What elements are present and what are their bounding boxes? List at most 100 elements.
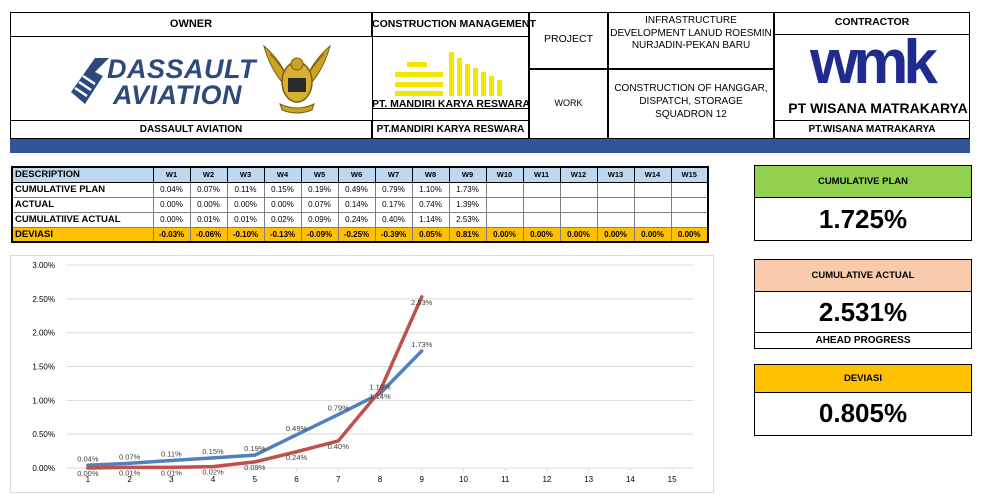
kpi-actual-value: 2.531% xyxy=(818,296,908,327)
table-cell: 2.53% xyxy=(448,211,487,228)
table-cell xyxy=(522,181,561,198)
data-label: 0.00% xyxy=(77,469,99,478)
table-cell: 0.17% xyxy=(374,196,413,213)
y-tick-label: 2.00% xyxy=(32,329,55,338)
table-cell: 0.00% xyxy=(152,211,191,228)
x-tick-label: 5 xyxy=(253,475,258,484)
table-cell: 0.00% xyxy=(189,196,228,213)
kpi-cumulative-plan: CUMULATIVE PLAN 1.725% xyxy=(754,165,972,241)
cm-name-cell xyxy=(372,120,529,139)
table-cell xyxy=(670,181,709,198)
table-cell: -0.25% xyxy=(337,226,376,243)
table-cell: -0.39% xyxy=(374,226,413,243)
kpi-cumulative-actual: CUMULATIVE ACTUAL 2.531% AHEAD PROGRESS xyxy=(754,259,972,349)
contractor-logo-text: PT WISANA MATRAKARYA xyxy=(788,100,968,116)
table-cell: 0.07% xyxy=(189,181,228,198)
work-label-cell xyxy=(529,69,608,139)
contractor-logo-mark: wmk xyxy=(810,28,938,97)
table-cell: 0.19% xyxy=(300,181,339,198)
table-cell: 0.49% xyxy=(337,181,376,198)
table-cell xyxy=(633,181,672,198)
cm-label: CONSTRUCTION MANAGEMENT xyxy=(372,18,536,30)
week-header: W1 xyxy=(152,166,191,183)
kpi-actual-note: AHEAD PROGRESS xyxy=(755,332,971,347)
x-tick-label: 14 xyxy=(626,475,635,484)
table-cell: 0.00% xyxy=(522,226,561,243)
table-cell: 0.81% xyxy=(448,226,487,243)
data-label: 2.53% xyxy=(411,298,433,307)
table-cell: -0.10% xyxy=(226,226,265,243)
week-header: W5 xyxy=(300,166,339,183)
table-cell: 0.00% xyxy=(633,226,672,243)
y-tick-label: 0.00% xyxy=(32,464,55,473)
table-cell: 1.39% xyxy=(448,196,487,213)
dassault-logo-line1: DASSAULT xyxy=(107,54,256,84)
data-label: 0.02% xyxy=(202,468,224,477)
kpi-plan-value: 1.725% xyxy=(818,203,908,234)
y-tick-label: 1.00% xyxy=(32,396,55,405)
table-cell: 0.05% xyxy=(411,226,450,243)
work-value-cell xyxy=(608,69,774,139)
table-row-cumulative-plan: CUMULATIVE PLAN 0.04% 0.07% 0.11% 0.15% … xyxy=(11,181,709,198)
table-cell: 0.79% xyxy=(374,181,413,198)
s-curve-chart-svg: 0.00%0.50%1.00%1.50%2.00%2.50%3.00%1 2 3 4 5… xyxy=(32,261,693,484)
table-cell xyxy=(522,196,561,213)
header-blue-bar xyxy=(10,139,970,153)
table-cell xyxy=(670,196,709,213)
x-tick-label: 13 xyxy=(584,475,593,484)
data-label: 0.40% xyxy=(328,442,350,451)
table-cell: 0.24% xyxy=(337,211,376,228)
owner-name-cell xyxy=(10,120,372,139)
data-label: 0.15% xyxy=(202,447,224,456)
week-header: W8 xyxy=(411,166,450,183)
table-cell: 0.00% xyxy=(226,196,265,213)
x-tick-label: 15 xyxy=(668,475,677,484)
cm-logo-mark xyxy=(395,52,505,96)
x-tick-label: 1 xyxy=(86,475,91,484)
kpi-deviasi-value: 0.805% xyxy=(818,398,908,428)
data-label: 0.01% xyxy=(161,468,183,477)
table-cell: 0.00% xyxy=(596,226,635,243)
data-label: 0.49% xyxy=(286,424,308,433)
table-row-cumulative-actual: CUMULATIIVE ACTUAL 0.00% 0.01% 0.01% 0.0… xyxy=(11,211,709,228)
kpi-deviasi-label: DEVIASI xyxy=(755,365,971,393)
series-line-1 xyxy=(86,349,424,468)
data-label: 0.04% xyxy=(77,454,99,463)
week-header: W4 xyxy=(263,166,302,183)
data-label: 0.01% xyxy=(119,468,141,477)
week-header: W7 xyxy=(374,166,413,183)
table-cell: 0.15% xyxy=(263,181,302,198)
table-cell: -0.03% xyxy=(152,226,191,243)
table-cell: -0.09% xyxy=(300,226,339,243)
y-tick-label: 0.50% xyxy=(32,430,55,439)
table-cell: 0.00% xyxy=(152,196,191,213)
week-header: W12 xyxy=(559,166,598,183)
table-cell: -0.13% xyxy=(263,226,302,243)
x-tick-label: 7 xyxy=(336,475,341,484)
table-cell xyxy=(485,181,524,198)
building-bars-icon xyxy=(395,52,502,96)
week-header: W6 xyxy=(337,166,376,183)
kpi-plan-label: CUMULATIVE PLAN xyxy=(755,166,971,198)
table-cell: 1.14% xyxy=(411,211,450,228)
air-force-emblem xyxy=(260,38,334,118)
table-cell: 0.40% xyxy=(374,211,413,228)
owner-label: OWNER xyxy=(169,18,213,30)
kpi-actual-label: CUMULATIVE ACTUAL xyxy=(755,260,971,292)
table-cell: 0.00% xyxy=(670,226,709,243)
project-label: PROJECT xyxy=(543,33,593,45)
x-tick-label: 10 xyxy=(459,475,468,484)
data-label: 0.07% xyxy=(119,452,141,461)
cm-logo-text: PT. MANDIRI KARYA RESWARA xyxy=(372,98,531,110)
week-header: W9 xyxy=(448,166,487,183)
row-label: ACTUAL xyxy=(11,196,154,213)
data-label: 0.11% xyxy=(161,450,182,459)
x-tick-label: 2 xyxy=(127,475,132,484)
x-tick-label: 8 xyxy=(378,475,383,484)
table-cell xyxy=(559,181,598,198)
table-cell xyxy=(596,181,635,198)
x-tick-label: 3 xyxy=(169,475,174,484)
table-cell: 0.02% xyxy=(263,211,302,228)
x-tick-label: 12 xyxy=(542,475,551,484)
owner-label-cell xyxy=(10,12,372,37)
